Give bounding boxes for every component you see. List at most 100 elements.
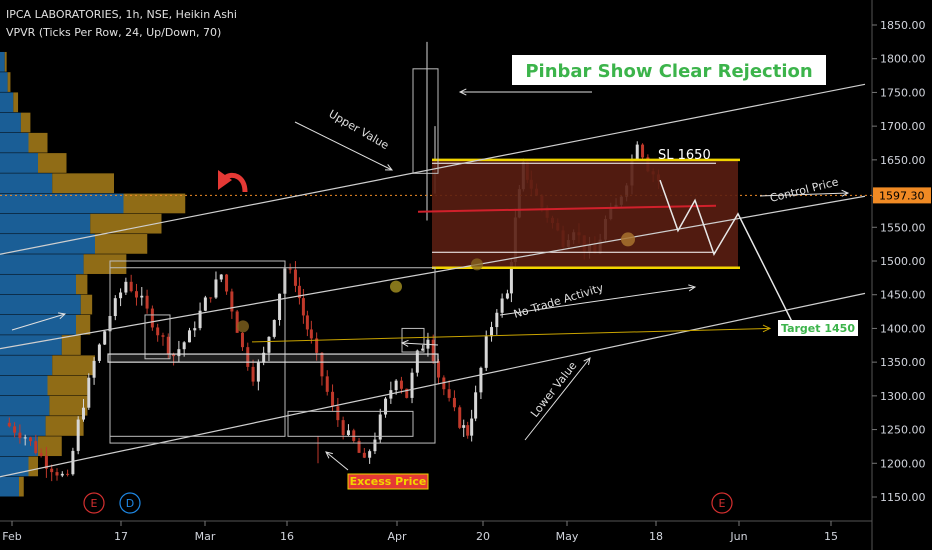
target-arrow-line (251, 327, 771, 343)
candle-body (256, 362, 260, 382)
volume-profile-up-bar (0, 92, 14, 113)
control-price-arrow-head (841, 189, 850, 197)
time-tick-label: 17 (114, 530, 128, 543)
price-tick-label: 1350.00 (880, 356, 926, 369)
candle-body (309, 329, 313, 339)
current-price-box (873, 187, 931, 204)
volume-profile-up-bar (0, 112, 21, 133)
candle-body (235, 311, 239, 333)
excess-price-arrow (325, 451, 349, 471)
candle-body (278, 293, 282, 321)
annotations: Pinbar Show Clear Rejection SL 1650 Upper … (83, 55, 858, 514)
volume-profile-down-bar (13, 92, 19, 113)
candle-body (341, 420, 345, 436)
volume-profile-down-bar (123, 193, 186, 214)
volume-profile-down-bar (7, 72, 11, 92)
candle-body (495, 312, 499, 328)
range-box (287, 410, 414, 437)
volume-profile-up-bar (0, 436, 38, 457)
volume-profile-up-bar (0, 173, 53, 194)
volume-profile-up-bar (0, 274, 76, 295)
candle-body (368, 451, 372, 458)
support-band (107, 353, 439, 363)
candle-body (505, 293, 509, 299)
candle-body (60, 473, 64, 476)
lower-value-label: Lower Value (528, 359, 579, 420)
upper-value-label: Upper Value (327, 107, 392, 152)
price-axis[interactable]: 1150.00 1200.00 1250.00 1300.00 1350.00 1400.… (871, 0, 931, 550)
candle-body (177, 349, 181, 357)
volume-profile-down-bar (76, 314, 91, 335)
candle-body (362, 452, 366, 458)
candle-body (447, 389, 451, 398)
candle-body (474, 392, 478, 419)
volume-profile-up-bar (0, 355, 53, 376)
candle-body (251, 366, 255, 382)
candle-body (336, 406, 340, 421)
candle-body (28, 437, 32, 442)
box-arrow (401, 342, 439, 346)
volume-profile-up-bar (0, 51, 5, 72)
range-box (109, 267, 436, 444)
candle-body (161, 335, 165, 337)
volume-profile-down-bar (19, 476, 24, 497)
candle-body (209, 297, 213, 299)
volume-profile (0, 51, 186, 497)
control-price-arrow (759, 192, 849, 197)
candle-body (193, 328, 197, 331)
volume-profile-down-bar (47, 375, 88, 396)
volume-profile-up-bar (0, 132, 29, 153)
price-tick-label: 1450.00 (880, 289, 926, 302)
volume-profile-down-bar (76, 274, 88, 295)
marker-dot (471, 258, 483, 271)
candle-body (357, 440, 361, 453)
candle-body (378, 414, 382, 440)
price-tick-label: 1800.00 (880, 53, 926, 66)
candle-body (44, 455, 48, 469)
sl-label: SL 1650 (658, 148, 711, 163)
candle-body (97, 344, 101, 361)
candle-body (301, 298, 305, 316)
box-arrow-head (400, 339, 409, 347)
marker-dot (237, 320, 249, 333)
candle-body (484, 336, 488, 368)
lower-channel-line (0, 292, 866, 478)
no-trade-label: No Trade Activity (512, 281, 605, 321)
candle-body (346, 430, 350, 436)
volume-profile-up-bar (0, 476, 19, 497)
volume-profile-up-bar (0, 335, 62, 355)
upper-value-arrow (294, 121, 393, 171)
time-tick-label: Apr (387, 530, 407, 543)
candle-body (297, 285, 301, 299)
candle-body (466, 425, 470, 436)
zone-midline (417, 204, 717, 213)
candle-body (288, 268, 292, 270)
candle-body (39, 453, 43, 456)
volume-profile-down-bar (52, 355, 95, 376)
candle-body (166, 336, 170, 354)
price-tick-label: 1650.00 (880, 154, 926, 167)
time-axis[interactable]: Feb 17 Mar 16 Apr 20 May 18 Jun 15 (0, 520, 872, 543)
candle-body (182, 342, 186, 350)
excess-price-arrow-head (325, 451, 333, 459)
no-trade-arrow-head (688, 284, 697, 292)
price-tick-label: 1850.00 (880, 19, 926, 32)
candle-body (134, 291, 138, 298)
candle-body (172, 353, 176, 357)
no-trade-arrow (499, 286, 696, 316)
candle-body (87, 377, 91, 408)
chart-title: IPCA LABORATORIES, 1h, NSE, Heikin Ashi (6, 8, 237, 21)
candle-body (81, 407, 85, 420)
volume-profile-up-bar (0, 72, 8, 92)
volume-profile-down-bar (80, 294, 93, 315)
excess-price-label: Excess Price (350, 475, 427, 488)
candle-body (103, 331, 107, 345)
upper-channel-line (0, 83, 866, 255)
candle-body (230, 291, 234, 312)
target-label: Target 1450 (781, 322, 855, 335)
candle-body (479, 367, 483, 393)
title-box (512, 55, 826, 85)
candle-body (150, 308, 154, 328)
red-curved-arrow-head (218, 170, 232, 190)
